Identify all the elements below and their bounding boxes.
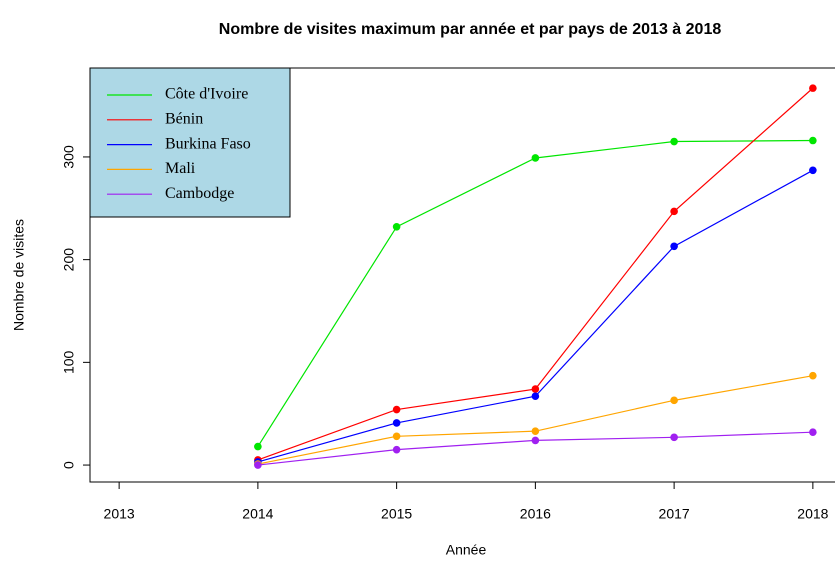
point <box>531 154 540 162</box>
y-tick-label: 300 <box>61 145 77 169</box>
legend-label: Mali <box>165 160 196 177</box>
legend-label: Burkina Faso <box>165 135 251 152</box>
point <box>670 207 678 216</box>
legend-box <box>89 67 291 218</box>
point <box>254 442 262 451</box>
point <box>531 427 540 435</box>
y-axis-title: Nombre de visites <box>11 219 27 331</box>
point <box>670 137 678 146</box>
point <box>670 242 678 251</box>
legend-label: Bénin <box>165 110 203 127</box>
point <box>809 166 817 175</box>
series-line <box>257 87 814 461</box>
x-tick-label: 2013 <box>104 506 135 522</box>
x-tick-label: 2017 <box>659 506 690 522</box>
point <box>670 433 678 442</box>
series-line <box>257 139 813 447</box>
legend-label: Cambodge <box>165 185 234 202</box>
y-tick-label: 0 <box>61 461 77 469</box>
point <box>670 396 678 405</box>
legend-label: Côte d'Ivoire <box>165 86 248 103</box>
x-tick-label: 2015 <box>381 506 412 522</box>
x-tick-label: 2018 <box>797 506 828 522</box>
point <box>392 445 401 454</box>
plot-box <box>89 67 835 483</box>
y-tick-label: 100 <box>61 350 77 374</box>
point <box>392 405 401 414</box>
point <box>809 84 817 92</box>
x-tick-label: 2014 <box>242 506 273 522</box>
point <box>254 461 262 469</box>
legend: Côte d'Ivoire Bénin Burkina Faso Mali Cambod… <box>89 67 291 218</box>
point <box>392 419 401 427</box>
point <box>392 432 401 441</box>
point <box>392 222 401 231</box>
chart-title: Nombre de visites maximum par année et p… <box>219 21 722 38</box>
x-axis-title: Année <box>446 542 487 558</box>
point <box>809 371 817 380</box>
point <box>531 436 540 445</box>
point <box>809 428 817 436</box>
point <box>531 385 540 393</box>
point <box>531 392 540 401</box>
y-tick-label: 200 <box>61 248 77 272</box>
series-line <box>257 169 814 463</box>
x-tick-label: 2016 <box>520 506 551 522</box>
point <box>809 136 817 145</box>
